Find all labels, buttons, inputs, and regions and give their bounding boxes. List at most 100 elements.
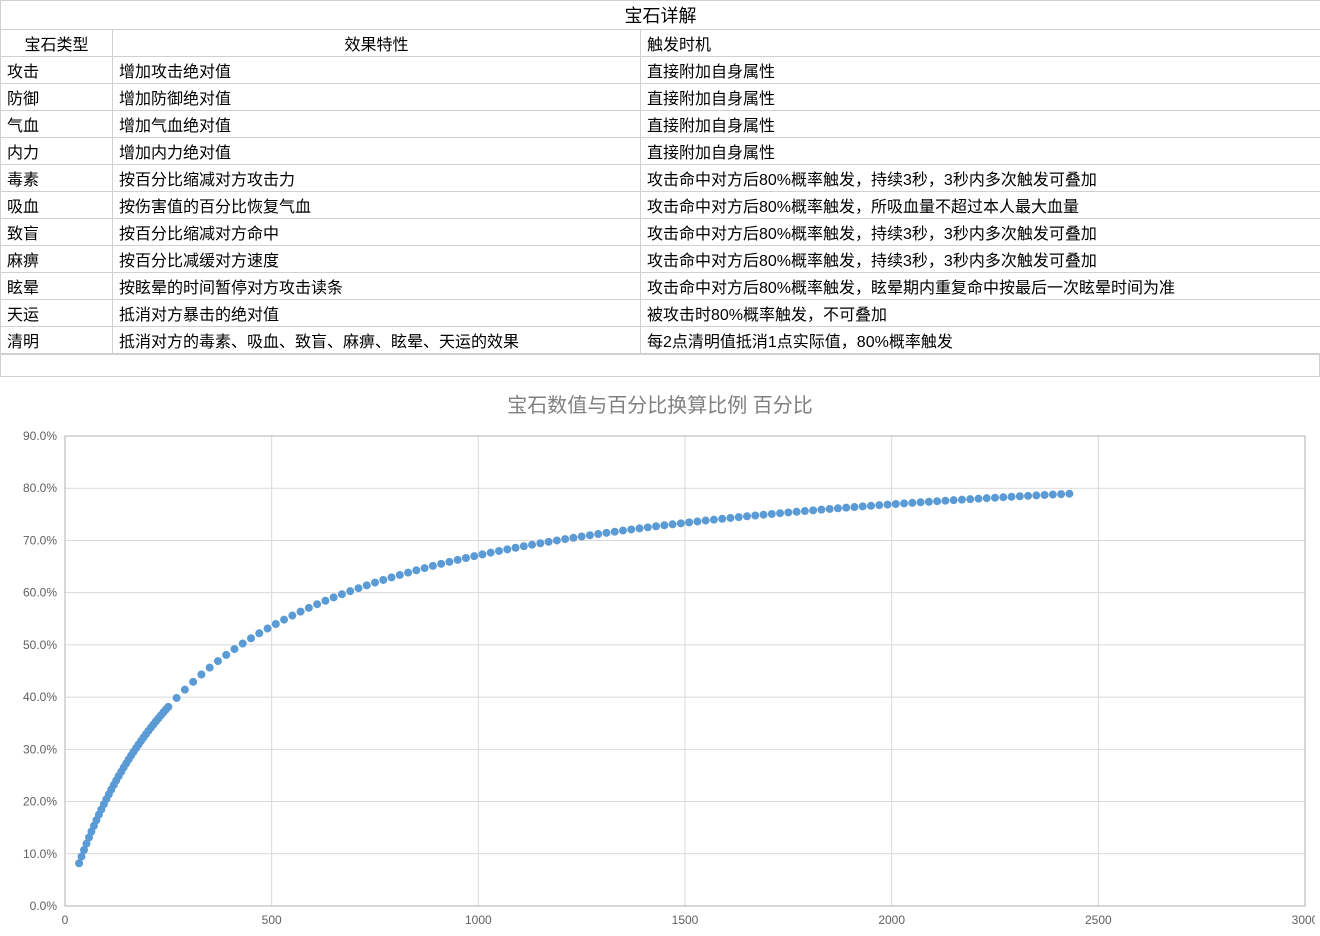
scatter-point (255, 629, 263, 637)
cell-type: 毒素 (1, 165, 113, 192)
x-tick-label: 2000 (878, 913, 905, 927)
scatter-point (412, 566, 420, 574)
cell-effect: 抵消对方的毒素、吸血、致盲、麻痹、眩晕、天运的效果 (113, 327, 641, 354)
y-tick-label: 30.0% (23, 742, 57, 756)
scatter-point (974, 495, 982, 503)
scatter-point (999, 493, 1007, 501)
scatter-point (330, 593, 338, 601)
table-header-row: 宝石类型 效果特性 触发时机 (1, 30, 1320, 57)
table-row: 致盲按百分比缩减对方命中攻击命中对方后80%概率触发，持续3秒，3秒内多次触发可… (1, 219, 1320, 246)
scatter-point (743, 512, 751, 520)
cell-effect: 增加攻击绝对值 (113, 57, 641, 84)
cell-type: 吸血 (1, 192, 113, 219)
scatter-point (941, 497, 949, 505)
scatter-point (206, 664, 214, 672)
cell-type: 气血 (1, 111, 113, 138)
cell-effect: 按百分比减缓对方速度 (113, 246, 641, 273)
scatter-point (669, 520, 677, 528)
scatter-point (247, 634, 255, 642)
cell-type: 致盲 (1, 219, 113, 246)
table-title-row: 宝石详解 (1, 1, 1320, 30)
y-tick-label: 50.0% (23, 638, 57, 652)
scatter-point (346, 587, 354, 595)
scatter-point (561, 535, 569, 543)
scatter-point (396, 571, 404, 579)
scatter-point (1032, 491, 1040, 499)
x-tick-label: 1500 (672, 913, 699, 927)
scatter-point (1024, 492, 1032, 500)
scatter-point (445, 558, 453, 566)
scatter-point (363, 581, 371, 589)
scatter-point (644, 523, 652, 531)
scatter-point (859, 502, 867, 510)
gem-table: 宝石详解 宝石类型 效果特性 触发时机 攻击增加攻击绝对值直接附加自身属性防御增… (0, 0, 1320, 354)
scatter-point (867, 502, 875, 510)
scatter-point (850, 503, 858, 511)
scatter-point (768, 510, 776, 518)
scatter-point (726, 514, 734, 522)
scatter-point (958, 496, 966, 504)
scatter-point (710, 516, 718, 524)
scatter-point (478, 550, 486, 558)
scatter-point (354, 584, 362, 592)
scatter-point (313, 600, 321, 608)
scatter-point (685, 518, 693, 526)
scatter-point (429, 562, 437, 570)
cell-trigger: 攻击命中对方后80%概率触发，持续3秒，3秒内多次触发可叠加 (641, 165, 1320, 192)
cell-trigger: 直接附加自身属性 (641, 138, 1320, 165)
chart-svg: 0.0%10.0%20.0%30.0%40.0%50.0%60.0%70.0%8… (5, 426, 1315, 936)
scatter-point (900, 499, 908, 507)
scatter-point (164, 703, 172, 711)
scatter-point (917, 498, 925, 506)
y-tick-label: 70.0% (23, 533, 57, 547)
scatter-point (908, 499, 916, 507)
cell-effect: 按百分比缩减对方攻击力 (113, 165, 641, 192)
table-row: 内力增加内力绝对值直接附加自身属性 (1, 138, 1320, 165)
table-header-type: 宝石类型 (1, 30, 113, 57)
table-header-effect: 效果特性 (113, 30, 641, 57)
empty-cell (1, 355, 1320, 377)
scatter-point (925, 498, 933, 506)
empty-row-table (0, 354, 1320, 377)
chart-area: 宝石数值与百分比换算比例 百分比 0.0%10.0%20.0%30.0%40.0… (0, 377, 1320, 936)
scatter-point (421, 564, 429, 572)
cell-effect: 增加防御绝对值 (113, 84, 641, 111)
scatter-point (173, 694, 181, 702)
cell-type: 眩晕 (1, 273, 113, 300)
cell-effect: 按伤害值的百分比恢复气血 (113, 192, 641, 219)
scatter-point (569, 534, 577, 542)
scatter-point (272, 620, 280, 628)
gem-table-wrap: 宝石详解 宝石类型 效果特性 触发时机 攻击增加攻击绝对值直接附加自身属性防御增… (0, 0, 1320, 377)
scatter-point (197, 671, 205, 679)
y-tick-label: 80.0% (23, 481, 57, 495)
scatter-point (1057, 490, 1065, 498)
scatter-point (1008, 493, 1016, 501)
scatter-point (693, 517, 701, 525)
cell-effect: 增加内力绝对值 (113, 138, 641, 165)
scatter-point (1016, 492, 1024, 500)
page-container: 宝石详解 宝石类型 效果特性 触发时机 攻击增加攻击绝对值直接附加自身属性防御增… (0, 0, 1320, 936)
scatter-point (826, 505, 834, 513)
scatter-point (677, 519, 685, 527)
cell-type: 清明 (1, 327, 113, 354)
scatter-point (983, 494, 991, 502)
scatter-point (809, 506, 817, 514)
scatter-point (933, 497, 941, 505)
cell-trigger: 每2点清明值抵消1点实际值，80%概率触发 (641, 327, 1320, 354)
scatter-point (297, 608, 305, 616)
scatter-point (991, 494, 999, 502)
cell-effect: 抵消对方暴击的绝对值 (113, 300, 641, 327)
cell-trigger: 攻击命中对方后80%概率触发，眩晕期内重复命中按最后一次眩晕时间为准 (641, 273, 1320, 300)
cell-effect: 按眩晕的时间暂停对方攻击读条 (113, 273, 641, 300)
cell-type: 防御 (1, 84, 113, 111)
cell-trigger: 直接附加自身属性 (641, 111, 1320, 138)
scatter-point (718, 515, 726, 523)
scatter-point (735, 513, 743, 521)
scatter-point (1049, 491, 1057, 499)
scatter-point (239, 640, 247, 648)
table-row: 麻痹按百分比减缓对方速度攻击命中对方后80%概率触发，持续3秒，3秒内多次触发可… (1, 246, 1320, 273)
table-row: 眩晕按眩晕的时间暂停对方攻击读条攻击命中对方后80%概率触发，眩晕期内重复命中按… (1, 273, 1320, 300)
x-tick-label: 3000 (1292, 913, 1315, 927)
scatter-point (288, 612, 296, 620)
cell-trigger: 直接附加自身属性 (641, 84, 1320, 111)
